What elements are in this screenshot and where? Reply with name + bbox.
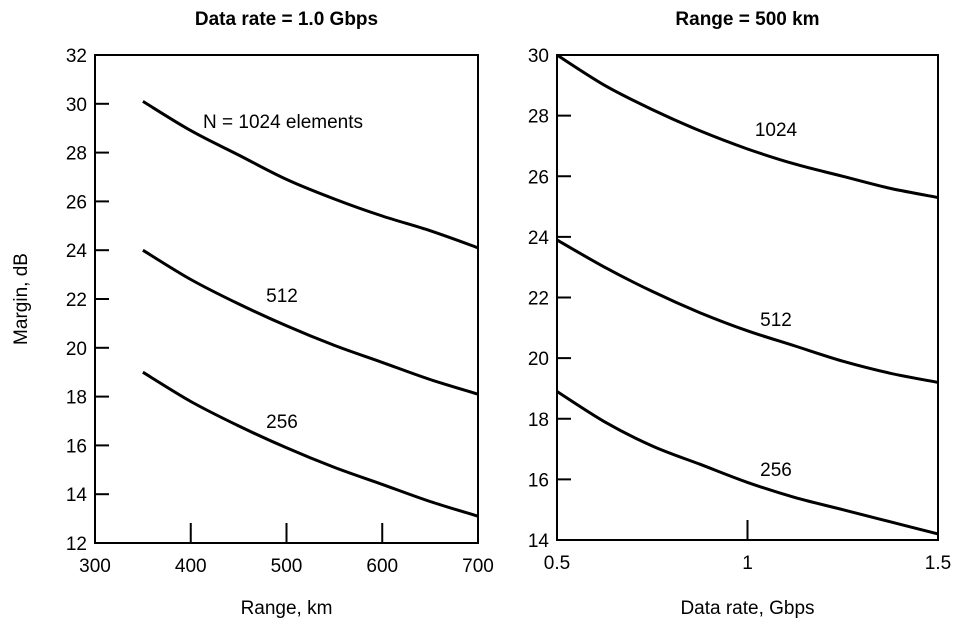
series-label: 512 [760,310,792,331]
series-line-256 [142,370,479,518]
series-line-1024 [556,53,939,199]
x-tick-label: 500 [271,556,303,577]
series-label: 512 [266,286,298,307]
series-line-512 [556,238,939,384]
plot-frame [556,54,939,541]
x-tick-label: 0.5 [544,553,570,574]
y-tick-label: 24 [66,241,88,262]
series-line-512 [142,248,479,396]
series-label: 1024 [755,120,798,141]
y-tick-label: 28 [66,144,87,165]
y-tick-label: 30 [528,46,549,67]
y-tick-label: 26 [66,192,87,213]
series-label: 256 [760,460,792,481]
x-tick-label: 700 [462,556,494,577]
series-line-256 [556,390,939,536]
x-tick-label: 300 [79,556,111,577]
y-tick-label: 22 [528,289,549,310]
x-axis-label: Data rate, Gbps [680,598,814,619]
y-tick-label: 16 [528,470,549,491]
chart-title: Data rate = 1.0 Gbps [195,9,378,30]
y-tick-label: 30 [66,95,87,116]
y-tick-label: 18 [528,410,549,431]
chart-title: Range = 500 km [675,9,819,30]
chart-panel-1: Data rate = 1.0 Gbps 12 14 16 18 20 22 24 26 28 30… [11,9,494,619]
y-tick-label: 16 [66,436,87,457]
y-axis-label: Margin, dB [11,253,32,345]
y-tick-label: 20 [66,339,87,360]
y-tick-label: 12 [66,534,87,555]
y-tick-label: 32 [66,46,87,67]
x-tick-label: 400 [175,556,207,577]
y-tick-label: 20 [528,349,549,370]
series-label: 256 [266,412,298,433]
x-tick-label: 1.5 [925,553,951,574]
y-tick-label: 14 [528,531,550,552]
y-tick-label: 24 [528,228,550,249]
y-tick-label: 22 [66,290,87,311]
y-tick-label: 14 [66,485,88,506]
y-tick-label: 28 [528,107,549,128]
x-tick-label: 600 [366,556,398,577]
x-axis-label: Range, km [241,598,333,619]
series-line-n-1024-elements [142,100,479,250]
y-tick-label: 18 [66,388,87,409]
y-tick-label: 26 [528,167,549,188]
chart-panel-2: Range = 500 km 14 16 18 20 22 24 26 28 30 0.5 1 1.5 D… [528,9,951,619]
series-label: N = 1024 elements [203,112,363,133]
x-tick-label: 1 [742,553,753,574]
